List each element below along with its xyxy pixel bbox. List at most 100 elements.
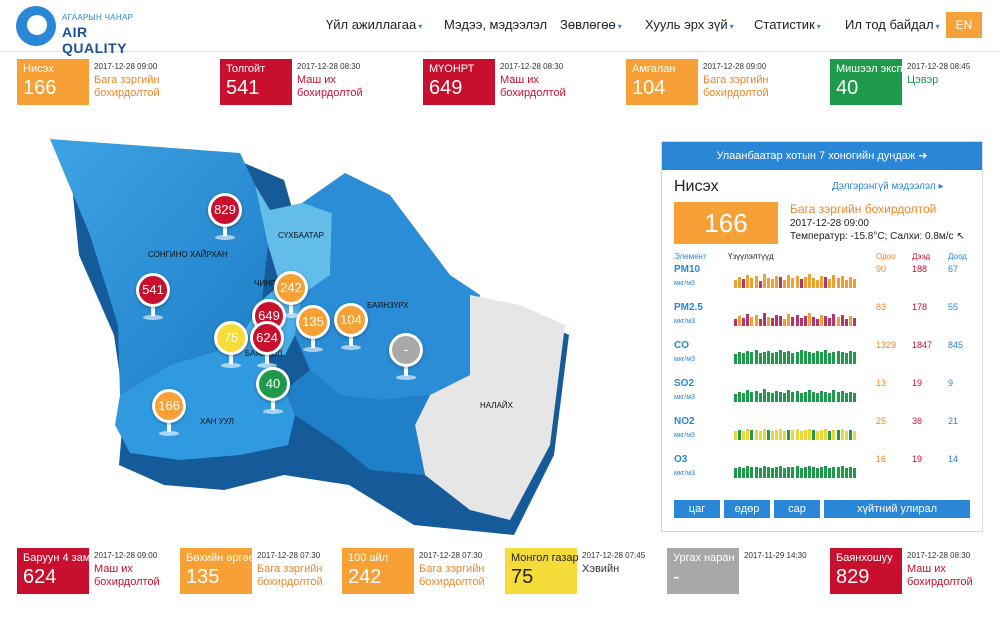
station-aqi: 166 <box>23 77 57 99</box>
sparkline-bar <box>742 468 746 478</box>
sparkline-bar <box>799 468 803 478</box>
nav-item[interactable]: Ил тод байдал ▾ <box>845 17 940 32</box>
sparkline-bar <box>820 315 824 326</box>
district-sukhbaatar[interactable] <box>255 185 332 295</box>
caret-down-icon: ▾ <box>729 22 734 31</box>
station-map-pin[interactable]: 166 <box>152 389 186 436</box>
sparkline-bar <box>795 429 799 440</box>
station-card[interactable]: МҮОНРТ 649 2017-12-28 08:30 Маш их бохирдол… <box>423 59 579 105</box>
sparkline-bar <box>852 468 856 478</box>
station-status: Маш их бохирдолтой <box>907 563 973 588</box>
station-value-box: Баруун 4 зам 624 <box>17 548 90 594</box>
period-tab[interactable]: өдөр <box>724 500 770 518</box>
station-map-pin[interactable]: 541 <box>136 273 170 320</box>
sparkline-bar <box>836 392 840 402</box>
pollutant-min-value: 67 <box>948 264 959 274</box>
nav-item-label: Мэдээ, мэдээлэл <box>444 17 548 32</box>
sparkline-bar <box>742 279 746 288</box>
station-card[interactable]: 100 айл 242 2017-12-28 07:30 Бага зэргийн б… <box>342 548 498 594</box>
panel-header[interactable]: Улаанбаатар хотын 7 хоногийн дундаж ➜ <box>662 142 982 170</box>
pollutant-name[interactable]: O3 <box>674 454 688 465</box>
nav-item[interactable]: Хууль эрх зүй ▾ <box>645 17 734 32</box>
pin-aqi-value: - <box>389 333 423 367</box>
panel-station-name: Нисэх <box>674 178 719 195</box>
period-tab[interactable]: сар <box>774 500 820 518</box>
station-card[interactable]: Бөхийн өргөө 135 2017-12-28 07:30 Бага зэрг… <box>180 548 336 594</box>
sparkline-bar <box>738 316 742 326</box>
sparkline-bar <box>738 467 742 478</box>
nav-item[interactable]: Статистик ▾ <box>754 17 821 32</box>
pollutant-now-value: 16 <box>876 454 887 464</box>
station-card[interactable]: Нисэх 166 2017-12-28 09:00 Бага зэргийн бох… <box>17 59 173 105</box>
station-card[interactable]: Мишээл экспо 40 2017-12-28 08:45 Цэвэр <box>830 59 986 105</box>
station-card[interactable]: Амгалан 104 2017-12-28 09:00 Бага зэргийн б… <box>626 59 782 105</box>
station-value-box: Мишээл экспо 40 <box>830 59 909 105</box>
pollutant-name[interactable]: PM10 <box>674 264 701 275</box>
station-card[interactable]: Монгол газар 75 2017-12-28 07:45 Хэвийн <box>505 548 661 594</box>
nav-item[interactable]: Зөвлөгөө ▾ <box>560 17 622 32</box>
district-bayanzurkh[interactable] <box>295 173 480 400</box>
sparkline-bar <box>783 352 787 364</box>
sparkline-bar <box>840 466 844 478</box>
station-map-pin[interactable]: 40 <box>256 367 290 414</box>
sparkline-bar <box>738 430 742 440</box>
station-map-pin[interactable]: 242 <box>274 271 308 318</box>
station-card[interactable]: Толгойт 541 2017-12-28 08:30 Маш их бохирдо… <box>220 59 376 105</box>
sparkline-bar <box>803 392 807 402</box>
sparkline-bar <box>734 354 737 364</box>
period-tab[interactable]: цаг <box>674 500 720 518</box>
pollutant-max-value: 1847 <box>912 340 933 350</box>
station-aqi: 135 <box>186 566 220 588</box>
station-map-pin[interactable]: 104 <box>334 303 368 350</box>
pin-aqi-value: 104 <box>334 303 368 337</box>
sparkline-bar <box>754 315 758 326</box>
sparkline-bar <box>742 431 746 440</box>
sparkline-bar <box>836 317 840 326</box>
language-toggle-button[interactable]: EN <box>946 12 982 38</box>
sparkline-bar <box>820 430 824 440</box>
pin-tail <box>223 224 227 236</box>
sparkline-bar <box>795 352 799 364</box>
site-logo[interactable]: АГААРЫН ЧАНАР AIR QUALITY <box>16 6 156 56</box>
sparkline-bar <box>803 351 807 364</box>
station-map-pin[interactable]: - <box>389 333 423 380</box>
nav-item[interactable]: Мэдээ, мэдээлэл <box>444 17 547 32</box>
sparkline-bar <box>799 318 803 326</box>
station-card[interactable]: Баянхошуу 829 2017-12-28 08:30 Маш их бохир… <box>830 548 986 594</box>
pin-shadow <box>281 313 301 318</box>
sparkline-bar <box>840 315 844 326</box>
district-label: СҮХБААТАР <box>278 231 324 240</box>
station-map-pin[interactable]: 624 <box>250 321 284 368</box>
station-card[interactable]: Баруун 4 зам 624 2017-12-28 09:00 Маш их бо… <box>17 548 173 594</box>
sparkline-bar <box>758 353 762 364</box>
station-time: 2017-12-28 08:30 <box>500 62 564 71</box>
sparkline-bar <box>758 468 762 478</box>
pin-tail <box>349 334 353 346</box>
sparkline-bar <box>754 430 758 440</box>
sparkline-bar <box>742 393 746 402</box>
station-map-pin[interactable]: 75 <box>214 321 248 368</box>
sparkline-bar <box>791 467 795 478</box>
pin-shadow <box>159 431 179 436</box>
pollutant-name[interactable]: PM2.5 <box>674 302 703 313</box>
district-nalaikh[interactable] <box>415 295 565 520</box>
details-link[interactable]: Дэлгэрэнгүй мэдээлэл ▸ <box>832 181 944 192</box>
sparkline-bar <box>811 392 815 402</box>
pollutant-name[interactable]: NO2 <box>674 416 695 427</box>
district-map[interactable]: СОНГИНО ХАЙРХАНСҮХБААТАРЧИНГЭБАЯНЗҮРХБАЯ… <box>40 125 610 535</box>
nav-item[interactable]: Үйл ажиллагаа ▾ <box>326 17 422 32</box>
sparkline-bar <box>848 392 852 402</box>
pollutant-name[interactable]: CO <box>674 340 689 351</box>
station-map-pin[interactable]: 135 <box>296 305 330 352</box>
aqi-time: 2017-12-28 09:00 <box>790 218 869 229</box>
sparkline-bar <box>750 467 754 478</box>
period-tab[interactable]: хүйтний улирал <box>824 500 970 518</box>
station-card[interactable]: Ургах наран - 2017-11-29 14:30 <box>667 548 823 594</box>
station-map-pin[interactable]: 829 <box>208 193 242 240</box>
station-aqi: 40 <box>836 77 859 99</box>
pollutant-name[interactable]: SO2 <box>674 378 695 389</box>
pin-aqi-value: 242 <box>274 271 308 305</box>
sparkline-bar <box>754 350 758 364</box>
district-khan-uul[interactable] <box>115 330 295 460</box>
pin-tail <box>167 420 171 432</box>
